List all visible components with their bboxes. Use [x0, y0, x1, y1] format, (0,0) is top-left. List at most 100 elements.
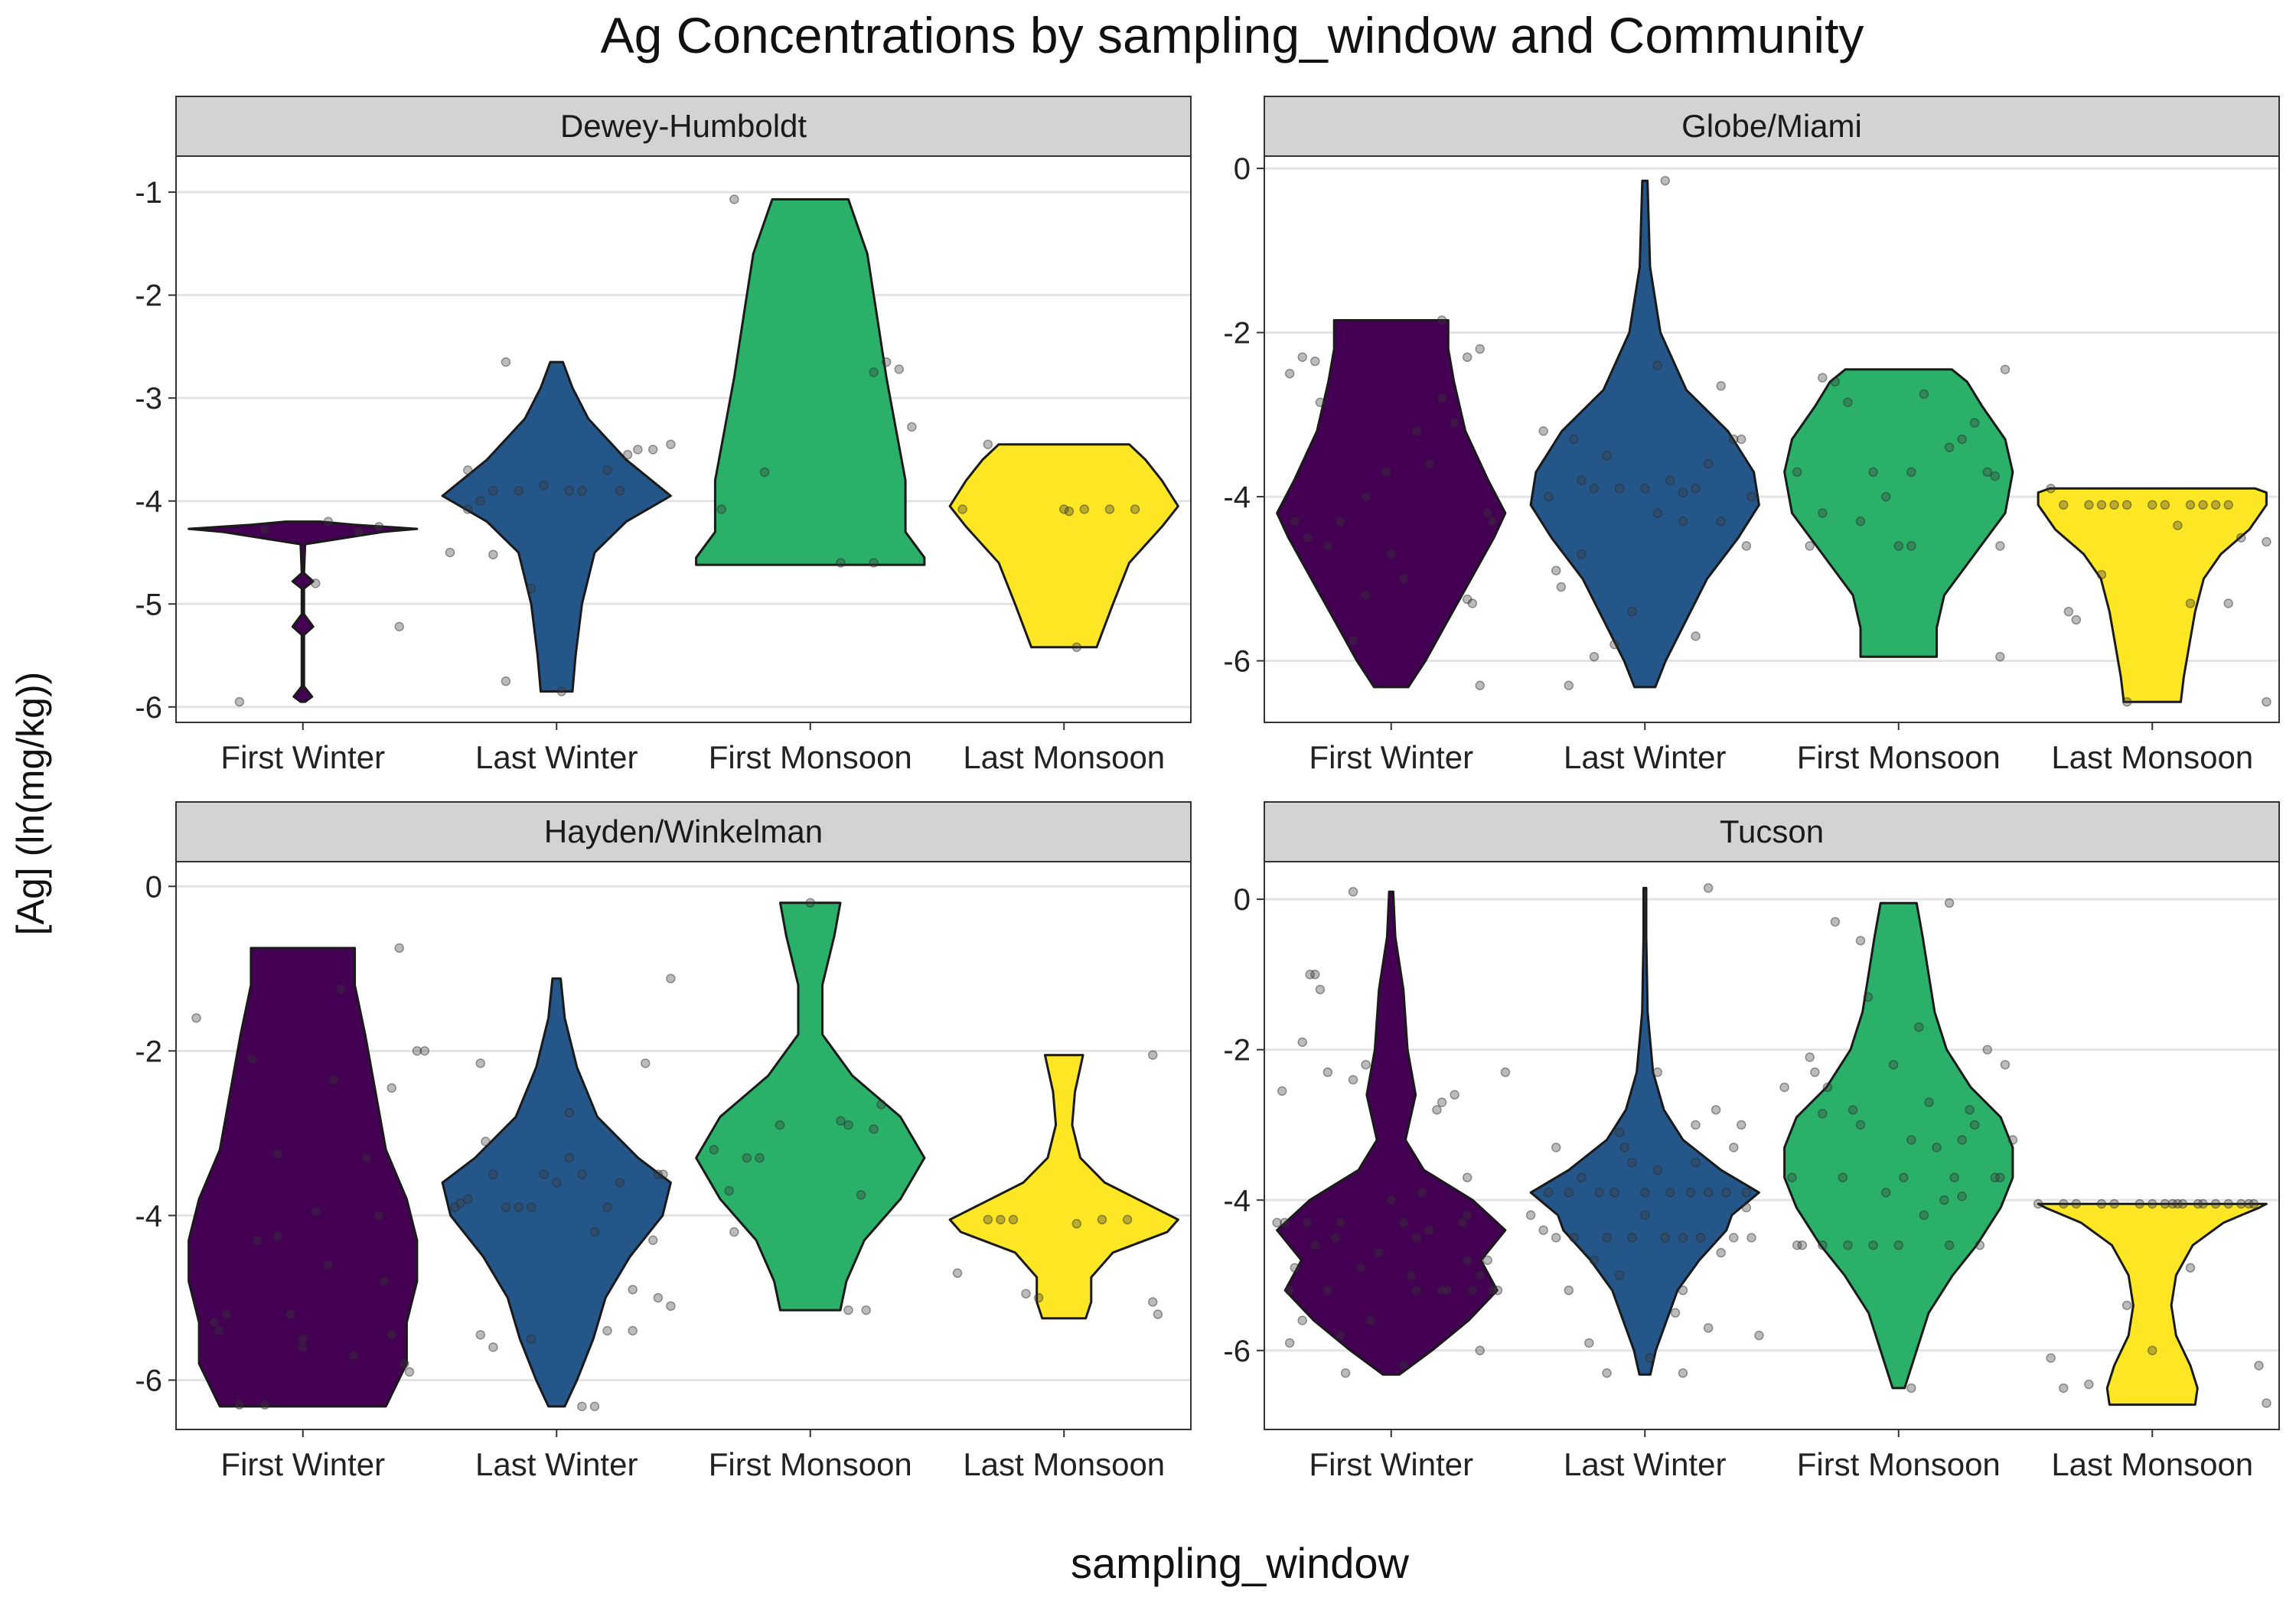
data-point	[214, 1325, 224, 1336]
data-point	[1482, 508, 1492, 518]
data-point	[1437, 1285, 1447, 1296]
data-point	[1407, 1270, 1417, 1280]
data-point	[234, 1400, 245, 1410]
data-point	[462, 465, 473, 475]
data-point	[1982, 467, 1993, 478]
data-point	[1148, 1050, 1158, 1060]
data-point	[1277, 1086, 1287, 1096]
data-point	[1868, 1240, 1878, 1250]
data-point	[876, 1099, 886, 1110]
data-point	[1462, 594, 1473, 605]
data-point	[1437, 1097, 1447, 1107]
data-point	[1303, 533, 1313, 543]
data-point	[1336, 516, 1345, 526]
data-point	[1525, 1210, 1536, 1221]
data-point	[1703, 883, 1714, 893]
data-point	[2167, 1198, 2178, 1209]
facet-strip	[1264, 801, 2280, 862]
facet-label: Tucson	[1720, 813, 1824, 849]
data-point	[386, 1330, 397, 1340]
data-point	[861, 1305, 871, 1315]
data-point	[1691, 484, 1701, 494]
data-point	[1569, 434, 1579, 445]
data-point	[1564, 1285, 1574, 1296]
data-point	[501, 676, 511, 686]
data-point	[462, 504, 473, 514]
data-point	[526, 1202, 536, 1212]
data-point	[455, 1198, 465, 1208]
y-tick-label: -3	[135, 382, 162, 416]
data-point	[628, 1284, 638, 1295]
data-point	[1899, 1172, 1909, 1183]
data-point	[1361, 491, 1371, 502]
x-tick-label: Last Monsoon	[2051, 1446, 2253, 1482]
data-point	[1609, 1188, 1619, 1198]
data-point	[361, 1152, 371, 1163]
x-tick-label: First Winter	[220, 739, 385, 775]
data-point	[1746, 491, 1756, 502]
panel-border	[1264, 155, 2280, 723]
data-point	[1975, 1240, 1985, 1250]
data-point	[983, 439, 993, 449]
data-point	[373, 522, 384, 532]
data-point	[1432, 1105, 1442, 1115]
data-point	[1779, 1082, 1789, 1093]
data-point	[526, 1334, 536, 1344]
data-point	[1589, 1255, 1600, 1266]
data-point	[1122, 1214, 1133, 1225]
y-tick-label: -4	[135, 485, 162, 519]
data-point	[1079, 504, 1090, 514]
data-point	[2007, 1135, 2018, 1145]
data-point	[1361, 590, 1371, 601]
data-point	[2046, 1353, 2056, 1363]
data-point	[2243, 1198, 2254, 1209]
data-point	[1665, 475, 1675, 485]
data-point	[1462, 1172, 1473, 1183]
data-point	[539, 481, 549, 491]
data-point	[658, 1169, 668, 1179]
data-point	[252, 1235, 263, 1245]
data-point	[1995, 651, 2005, 662]
data-point	[1467, 1285, 1478, 1296]
data-point	[1322, 1067, 1333, 1077]
data-point	[1310, 1240, 1320, 1250]
data-point	[647, 445, 658, 455]
data-point	[209, 1317, 219, 1328]
data-point	[589, 1227, 600, 1237]
data-point	[843, 1305, 853, 1315]
data-point	[1995, 541, 2005, 551]
y-tick-label: -4	[135, 1199, 162, 1233]
data-point	[1310, 356, 1320, 367]
data-point	[2033, 1198, 2043, 1209]
data-point	[1848, 1105, 1858, 1115]
data-point	[907, 422, 917, 432]
data-point	[311, 579, 321, 588]
data-point	[1990, 1172, 2000, 1183]
data-point	[1386, 549, 1396, 559]
data-point	[2254, 1361, 2264, 1371]
data-point	[1297, 1315, 1307, 1325]
data-point	[412, 1046, 422, 1056]
data-point	[1843, 1240, 1853, 1250]
data-point	[2223, 1198, 2233, 1209]
data-point	[475, 1058, 486, 1068]
data-point	[1957, 1135, 1967, 1145]
data-point	[2109, 500, 2119, 510]
data-point	[1855, 516, 1866, 526]
data-point	[1691, 1120, 1701, 1130]
data-point	[1868, 467, 1878, 478]
data-point	[653, 1292, 664, 1303]
data-point	[1442, 1285, 1452, 1296]
data-point	[1577, 1172, 1587, 1183]
y-tick-label: -6	[1223, 645, 1251, 679]
data-point	[1538, 1225, 1548, 1235]
y-tick-label: -5	[135, 588, 162, 621]
violin	[695, 901, 926, 1312]
data-point	[1290, 516, 1300, 526]
data-point	[2058, 1198, 2069, 1209]
data-point	[1361, 1060, 1371, 1070]
data-point	[1564, 680, 1574, 690]
violin	[1276, 319, 1507, 689]
data-point	[1965, 1105, 1975, 1115]
data-point	[1944, 442, 1955, 452]
